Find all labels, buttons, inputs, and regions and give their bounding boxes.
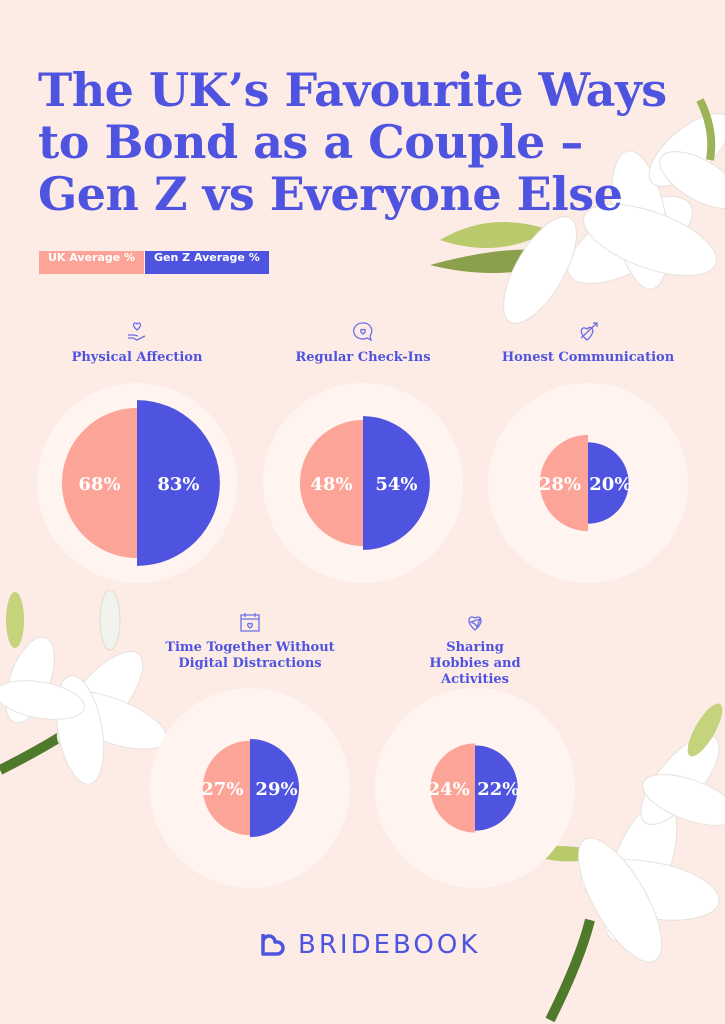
legend-genz-average: Gen Z Average % [145, 251, 269, 274]
genz-half-circle [475, 745, 518, 831]
calendar-heart-icon [240, 613, 260, 632]
lily-flower-decoration-top [430, 98, 725, 324]
genz-half-circle [588, 442, 629, 524]
genz-value-label: 54% [375, 474, 417, 495]
heart-chat-bubble-icon [353, 322, 373, 342]
uk-half-circle [430, 743, 475, 833]
category-honest-communication: Honest Communication [478, 320, 698, 366]
heart-arrow-icon [580, 322, 598, 341]
heart-plane-icon [468, 616, 482, 631]
category-label: Regular Check-Ins [295, 350, 431, 365]
uk-half-circle [202, 740, 250, 836]
lily-flower-decoration-bottom-right [520, 703, 725, 1023]
genz-value-label: 20% [589, 474, 631, 495]
uk-value-label: 24% [428, 779, 470, 800]
genz-half-circle [250, 738, 300, 838]
uk-half-circle [299, 419, 363, 547]
uk-value-label: 48% [310, 474, 352, 495]
legend-uk-average: UK Average % [39, 251, 145, 274]
heart-in-hand-icon [128, 322, 146, 341]
genz-half-circle [137, 400, 220, 566]
category-label: Physical Affection [71, 350, 203, 365]
uk-half-circle [61, 407, 138, 559]
uk-value-label: 28% [539, 474, 581, 495]
uk-value-label: 68% [78, 474, 120, 495]
category-label: Time Together Without Digital Distractio… [165, 640, 335, 671]
brand-name: BRIDEBOOK [298, 930, 481, 960]
bridebook-logo: BRIDEBOOK [258, 930, 480, 960]
category-time-together: Time Together Without Digital Distractio… [140, 610, 360, 672]
category-label: Honest Communication [501, 350, 675, 365]
bridebook-heart-icon [261, 934, 285, 956]
genz-value-label: 22% [477, 779, 519, 800]
genz-value-label: 29% [255, 779, 297, 800]
category-label: Sharing Hobbies and Activities [429, 640, 521, 687]
category-physical-affection: Physical Affection [27, 320, 247, 366]
genz-half-circle [363, 416, 430, 550]
category-sharing-hobbies: Sharing Hobbies and Activities [365, 610, 585, 688]
category-regular-check-ins: Regular Check-Ins [253, 320, 473, 366]
page-title: The UK’s Favourite Ways to Bond as a Cou… [38, 63, 667, 221]
genz-value-label: 83% [157, 474, 199, 495]
uk-value-label: 27% [201, 779, 243, 800]
uk-half-circle [539, 434, 588, 532]
